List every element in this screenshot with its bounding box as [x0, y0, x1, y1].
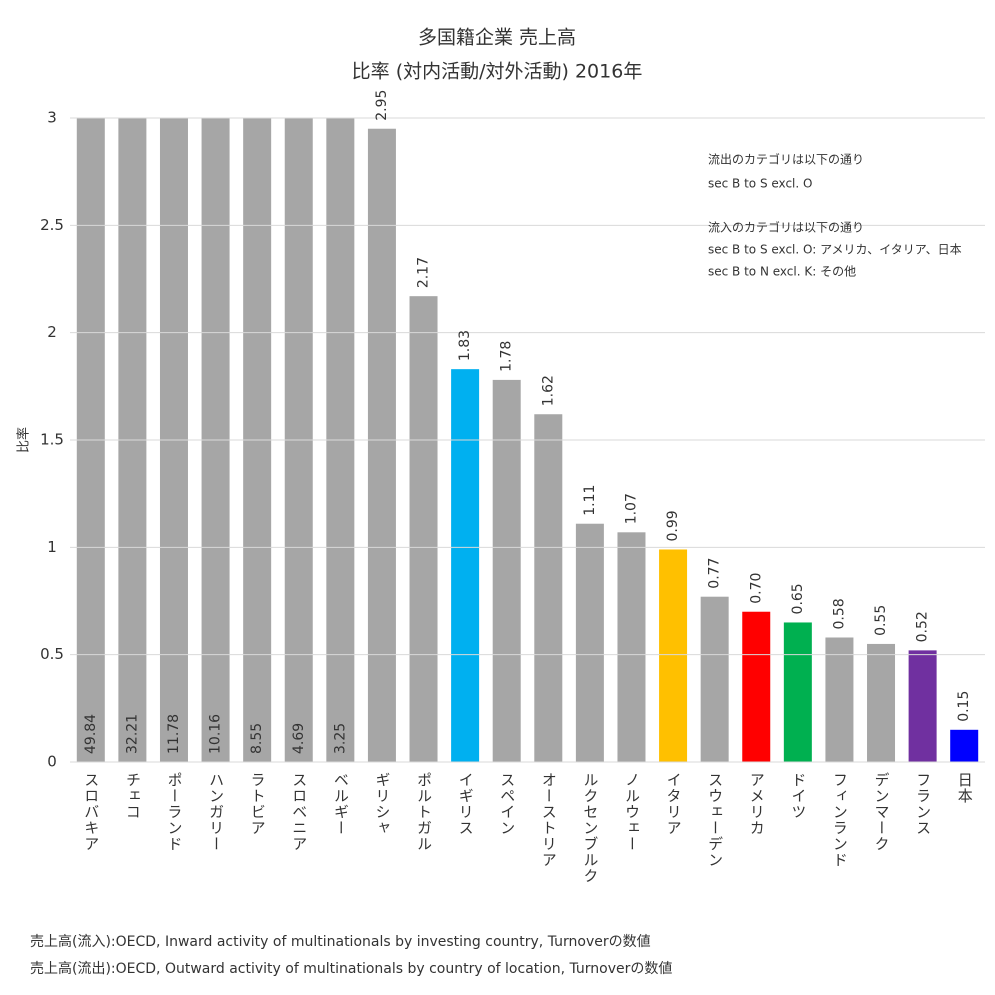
data-label: 0.70: [748, 573, 764, 604]
y-tick-label: 1: [47, 538, 57, 556]
bar: [159, 118, 188, 763]
bar: [284, 118, 313, 763]
data-label: 1.11: [582, 485, 598, 516]
x-tick-label: デンマーク: [873, 772, 891, 852]
data-label: 0.58: [831, 598, 847, 629]
source-note: 売上高(流出):OECD, Outward activity of multin…: [30, 960, 672, 977]
x-tick-label: ポーランド: [165, 772, 183, 852]
data-label: 1.78: [499, 341, 515, 372]
bar: [700, 596, 729, 762]
data-label: 3.25: [332, 723, 348, 754]
y-tick-label: 0.5: [40, 645, 64, 663]
annotation: 流出のカテゴリは以下の通り: [708, 152, 864, 167]
bar: [118, 118, 147, 762]
data-label: 10.16: [208, 714, 224, 754]
x-tick-label: アメリカ: [748, 772, 766, 836]
data-label: 0.52: [915, 611, 931, 642]
data-label: 1.07: [623, 493, 639, 524]
bar: [76, 118, 105, 762]
bar: [659, 549, 688, 762]
plot-area: [76, 118, 979, 763]
data-label: 8.55: [249, 723, 265, 754]
annotation: sec B to S excl. O: [708, 177, 812, 191]
data-label: 4.69: [291, 723, 307, 754]
x-tick-label: ベルギー: [332, 772, 350, 836]
y-tick-label: 0: [47, 753, 57, 771]
bar: [409, 296, 438, 762]
data-label: 0.15: [956, 691, 972, 722]
x-tick-label: スペイン: [498, 772, 516, 836]
x-tick-label: スロバキア: [82, 772, 100, 852]
x-tick-label: イギリス: [457, 772, 475, 836]
chart-subtitle: 比率 (対内活動/対外活動) 2016年: [352, 61, 643, 83]
y-tick-label: 2: [47, 323, 57, 341]
x-tick-label: オーストリア: [540, 772, 558, 868]
bar: [326, 118, 355, 763]
data-label: 0.77: [707, 558, 723, 589]
chart-title: 多国籍企業 売上高: [418, 27, 576, 49]
data-label: 0.99: [665, 510, 681, 541]
y-tick-label: 2.5: [40, 216, 64, 234]
annotation: 流入のカテゴリは以下の通り: [708, 220, 864, 235]
x-tick-label: フランス: [914, 772, 932, 836]
bar: [617, 532, 646, 762]
data-label: 11.78: [166, 714, 182, 754]
x-tick-label: ラトビア: [249, 772, 267, 836]
data-label: 1.83: [457, 330, 473, 361]
bar: [534, 414, 563, 762]
bar: [575, 523, 604, 762]
y-tick-label: 1.5: [40, 431, 64, 449]
annotation: sec B to S excl. O: アメリカ、イタリア、日本: [708, 243, 962, 257]
x-tick-label: ルクセンブルク: [581, 772, 599, 884]
x-tick-label: チェコ: [124, 772, 142, 820]
data-label: 32.21: [124, 714, 140, 754]
x-tick-label: スロベニア: [290, 772, 308, 852]
x-tick-label: ハンガリー: [207, 772, 225, 852]
bar: [243, 118, 272, 762]
bar: [825, 637, 854, 762]
x-tick-label: ノルウェー: [623, 772, 641, 852]
bar: [492, 379, 521, 762]
data-label: 0.65: [790, 583, 806, 614]
bar: [367, 128, 396, 762]
data-label: 1.62: [540, 375, 556, 406]
source-note: 売上高(流入):OECD, Inward activity of multina…: [30, 933, 651, 950]
y-axis-label: 比率: [16, 427, 32, 453]
data-label: 2.95: [374, 90, 390, 121]
bar: [742, 611, 771, 762]
bar: [201, 118, 230, 763]
annotation: sec B to N excl. K: その他: [708, 265, 856, 279]
data-label: 49.84: [83, 714, 99, 754]
bar: [950, 729, 979, 762]
data-label: 0.55: [873, 605, 889, 636]
data-label: 2.17: [416, 257, 432, 288]
y-tick-label: 3: [47, 109, 57, 127]
x-tick-label: スウェーデン: [706, 772, 724, 868]
bar: [451, 369, 480, 762]
x-tick-label: ギリシャ: [373, 772, 391, 836]
bar: [867, 643, 896, 762]
x-tick-label: 日本: [956, 772, 974, 804]
x-tick-label: ドイツ: [789, 772, 807, 820]
bar: [783, 622, 812, 762]
x-tick-label: イタリア: [665, 772, 683, 836]
x-tick-label: フィンランド: [831, 772, 849, 868]
x-tick-label: ポルトガル: [415, 772, 433, 852]
bar: [908, 650, 937, 762]
